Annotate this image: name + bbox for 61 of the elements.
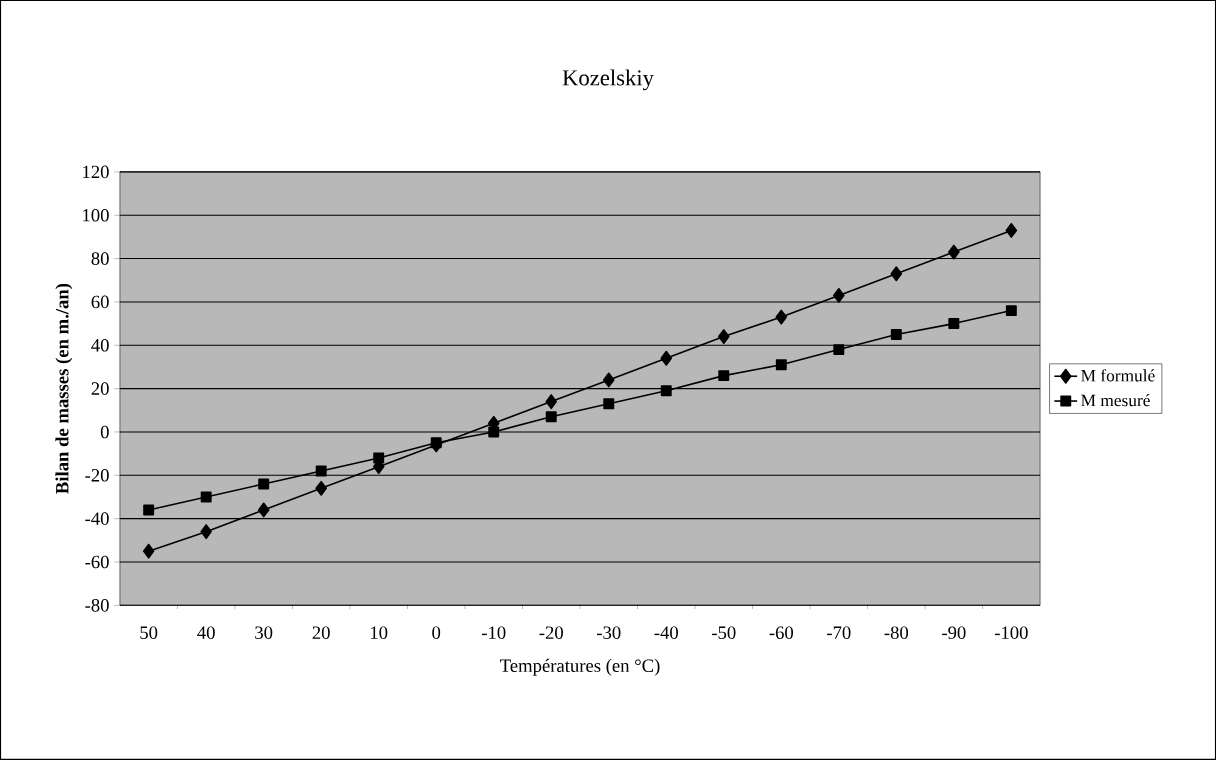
legend-label: M mesuré bbox=[1081, 394, 1150, 407]
x-tick-label: -80 bbox=[884, 626, 909, 640]
x-tick-label: -50 bbox=[712, 626, 736, 640]
point bbox=[200, 491, 212, 503]
point bbox=[200, 524, 212, 540]
x-tick-label: -40 bbox=[654, 626, 678, 640]
y-tick-label: 100 bbox=[83, 208, 109, 222]
y-tick-label: 0 bbox=[100, 425, 109, 439]
y-tick-label: 40 bbox=[91, 339, 109, 352]
point bbox=[488, 426, 500, 438]
point bbox=[1005, 305, 1017, 317]
legend-label: M formulé bbox=[1081, 369, 1155, 382]
point bbox=[142, 543, 155, 559]
y-tick-label: -60 bbox=[85, 555, 109, 569]
point bbox=[258, 478, 270, 490]
point bbox=[143, 504, 155, 516]
x-tick-label: 10 bbox=[371, 626, 388, 640]
point bbox=[948, 318, 960, 330]
point bbox=[775, 309, 788, 325]
x-tick-label: -10 bbox=[481, 626, 506, 640]
y-tick-label: 20 bbox=[91, 382, 109, 395]
y-tick-label: -40 bbox=[85, 512, 109, 525]
y-axis-title: Bilan de masses (en m./an) bbox=[55, 283, 73, 494]
point bbox=[430, 437, 442, 449]
point bbox=[660, 350, 673, 366]
y-tick-label: 80 bbox=[91, 252, 109, 265]
point bbox=[315, 465, 327, 477]
point bbox=[315, 480, 327, 496]
point bbox=[257, 502, 270, 518]
x-tick-label: 50 bbox=[140, 626, 158, 640]
chart-title: Kozelskiy bbox=[562, 69, 654, 91]
x-tick-label: -100 bbox=[994, 626, 1028, 640]
point bbox=[718, 370, 730, 382]
point bbox=[890, 329, 902, 340]
y-tick-label: -80 bbox=[85, 599, 109, 612]
x-tick-label: 40 bbox=[197, 626, 215, 640]
x-axis-title: Températures (en °C) bbox=[500, 658, 660, 676]
y-tick-label: 60 bbox=[91, 295, 109, 309]
point bbox=[373, 452, 385, 464]
point bbox=[545, 411, 557, 423]
y-tick-label: 120 bbox=[83, 165, 109, 179]
x-tick-label: -20 bbox=[539, 626, 563, 640]
x-tick-label: 20 bbox=[312, 626, 330, 640]
y-tick-label: -20 bbox=[85, 469, 109, 482]
point bbox=[890, 266, 903, 282]
point bbox=[1005, 222, 1018, 238]
point bbox=[545, 394, 558, 410]
point bbox=[775, 359, 787, 371]
point bbox=[948, 244, 960, 260]
point bbox=[717, 329, 730, 345]
x-tick-label: -30 bbox=[597, 626, 621, 640]
point bbox=[660, 385, 672, 397]
x-tick-label: -90 bbox=[942, 626, 966, 640]
x-tick-label: 0 bbox=[432, 626, 441, 640]
point bbox=[833, 344, 845, 356]
point bbox=[833, 288, 845, 303]
x-tick-label: -70 bbox=[827, 626, 851, 640]
point bbox=[602, 372, 615, 388]
point bbox=[603, 398, 615, 410]
x-tick-label: -60 bbox=[769, 626, 794, 640]
x-tick-label: 30 bbox=[255, 626, 273, 640]
